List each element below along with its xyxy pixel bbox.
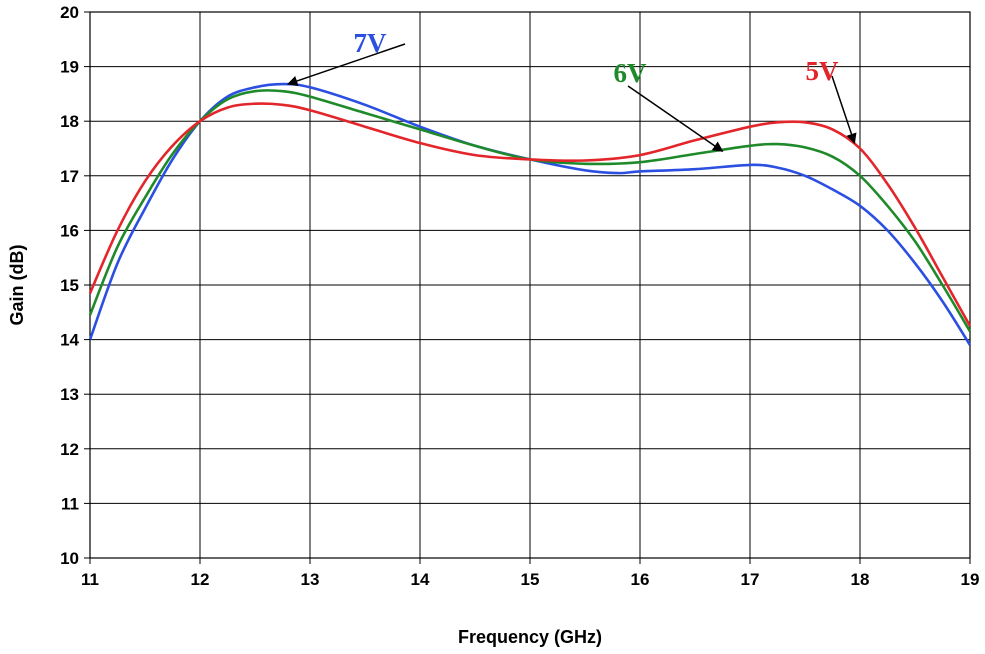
y-tick-label: 10 xyxy=(60,549,79,568)
annotation-label-6v: 6V xyxy=(614,58,648,88)
y-tick-label: 13 xyxy=(60,385,79,404)
series-lines xyxy=(88,82,972,346)
annotation-label-7v: 7V xyxy=(354,28,388,58)
x-tick-label: 15 xyxy=(521,570,540,589)
y-tick-label: 12 xyxy=(60,440,79,459)
y-tick-label: 20 xyxy=(60,3,79,22)
y-axis-title: Gain (dB) xyxy=(7,245,27,326)
x-tick-label: 19 xyxy=(961,570,980,589)
x-tick-label: 17 xyxy=(741,570,760,589)
annotation-arrow-7v xyxy=(287,43,406,86)
y-tick-label: 18 xyxy=(60,112,79,131)
series-annotations: 7V 6V 5V xyxy=(287,28,857,152)
annotation-label-5v: 5V xyxy=(806,56,840,86)
y-axis-ticks: 10 11 12 13 14 15 16 17 18 19 20 xyxy=(60,3,90,568)
x-axis-ticks: 11 12 13 14 15 16 17 18 19 xyxy=(81,558,979,589)
y-tick-label: 16 xyxy=(60,221,79,240)
y-tick-label: 15 xyxy=(60,276,79,295)
y-tick-label: 19 xyxy=(60,58,79,77)
annotation-arrow-5v xyxy=(831,75,857,145)
x-tick-label: 14 xyxy=(411,570,430,589)
x-tick-label: 11 xyxy=(81,570,99,589)
x-axis-title: Frequency (GHz) xyxy=(458,627,602,647)
x-tick-label: 16 xyxy=(631,570,650,589)
x-tick-label: 12 xyxy=(191,570,210,589)
series-line-5v xyxy=(88,102,972,327)
x-tick-label: 18 xyxy=(851,570,870,589)
y-tick-label: 11 xyxy=(61,494,79,513)
y-tick-label: 17 xyxy=(60,167,79,186)
y-tick-label: 14 xyxy=(60,331,79,350)
x-tick-label: 13 xyxy=(301,570,320,589)
annotation-arrow-6v xyxy=(627,85,724,152)
